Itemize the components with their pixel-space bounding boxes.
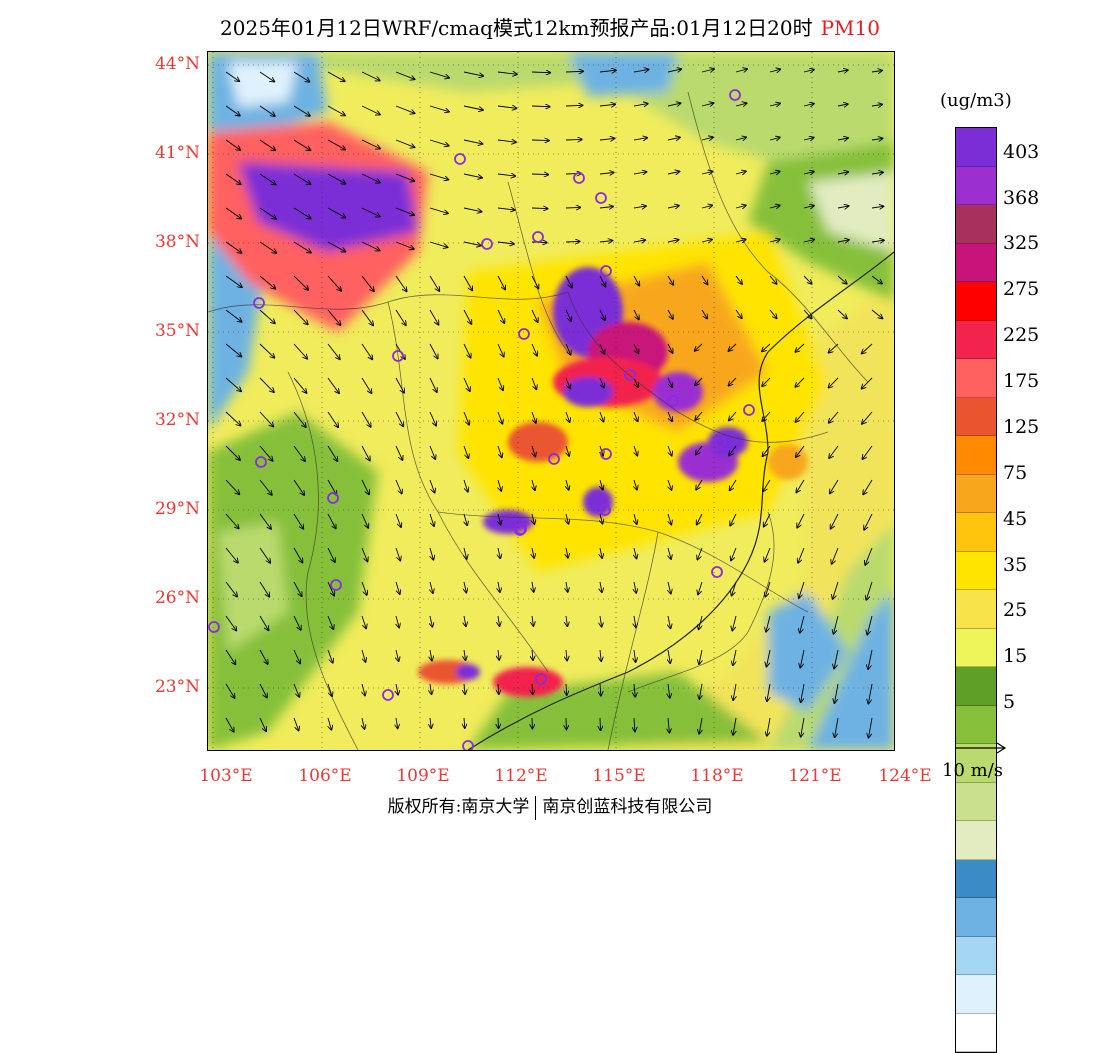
colorbar-unit: (ug/m3): [940, 90, 1012, 111]
credit-separator: [535, 796, 536, 820]
reference-vector-label: 10 m/s: [942, 760, 1003, 781]
wind-arrow: [566, 207, 580, 208]
title-text: 2025年01月12日WRF/cmaq模式12km预报产品:01月12日20时: [220, 16, 813, 40]
colorbar-swatch: [956, 128, 996, 167]
colorbar-label: 368: [1003, 187, 1039, 209]
lat-label-26: 26°N: [138, 588, 200, 608]
colorbar-label: 225: [1003, 324, 1039, 346]
colorbar-swatch: [956, 475, 996, 514]
colorbar-label: 75: [1003, 462, 1027, 484]
lat-label-41: 41°N: [138, 143, 200, 163]
lat-label-38: 38°N: [138, 232, 200, 252]
reference-vector-arrow: [955, 736, 1007, 756]
credit-left: 版权所有:南京大学: [388, 797, 530, 817]
credit-line: 版权所有:南京大学南京创蓝科技有限公司: [0, 792, 1100, 820]
colorbar-label: 275: [1003, 278, 1039, 300]
wind-arrow: [532, 208, 548, 209]
lat-label-35: 35°N: [138, 321, 200, 341]
lon-label-115: 115°E: [592, 766, 645, 786]
colorbar-swatch: [956, 205, 996, 244]
colorbar-swatch: [956, 321, 996, 360]
wind-arrow: [532, 140, 549, 141]
lon-label-121: 121°E: [788, 766, 841, 786]
colorbar-swatch: [956, 629, 996, 668]
colorbar-label: 325: [1003, 232, 1039, 254]
colorbar-swatch: [956, 590, 996, 629]
lon-label-112: 112°E: [494, 766, 547, 786]
lon-label-118: 118°E: [690, 766, 743, 786]
colorbar-swatch: [956, 513, 996, 552]
colorbar-label: 25: [1003, 599, 1027, 621]
wind-arrow: [498, 718, 499, 728]
chart-title: 2025年01月12日WRF/cmaq模式12km预报产品:01月12日20时 P…: [0, 12, 1100, 41]
wind-arrow: [566, 241, 580, 242]
colorbar-swatch: [956, 898, 996, 937]
pollutant-label: PM10: [821, 16, 880, 40]
pm10-field-map[interactable]: [208, 52, 894, 750]
colorbar-swatch: [956, 552, 996, 591]
colorbar-swatch: [956, 436, 996, 475]
wind-arrow: [532, 174, 548, 175]
colorbar: [955, 127, 997, 1053]
lat-label-29: 29°N: [138, 499, 200, 519]
colorbar-swatch: [956, 1014, 996, 1053]
lon-label-106: 106°E: [298, 766, 351, 786]
lon-label-124: 124°E: [878, 766, 931, 786]
colorbar-label: 45: [1003, 508, 1027, 530]
colorbar-swatch: [956, 667, 996, 706]
credit-right: 南京创蓝科技有限公司: [542, 797, 712, 817]
lon-label-109: 109°E: [396, 766, 449, 786]
lat-label-44: 44°N: [138, 54, 200, 74]
colorbar-swatch: [956, 244, 996, 283]
lat-label-32: 32°N: [138, 410, 200, 430]
colorbar-swatch: [956, 398, 996, 437]
colorbar-label: 403: [1003, 141, 1039, 163]
colorbar-swatch: [956, 860, 996, 899]
wind-arrow: [566, 139, 582, 140]
colorbar-swatch: [956, 937, 996, 976]
lat-label-23: 23°N: [138, 677, 200, 697]
colorbar-swatch: [956, 821, 996, 860]
colorbar-swatch: [956, 282, 996, 321]
wind-arrow: [600, 718, 601, 730]
colorbar-swatch: [956, 167, 996, 206]
colorbar-label: 35: [1003, 554, 1027, 576]
map-panel[interactable]: [207, 51, 895, 751]
colorbar-label: 125: [1003, 416, 1039, 438]
colorbar-label: 5: [1003, 691, 1015, 713]
colorbar-swatch: [956, 359, 996, 398]
colorbar-label: 175: [1003, 370, 1039, 392]
lon-label-103: 103°E: [199, 766, 252, 786]
colorbar-label: 15: [1003, 645, 1027, 667]
colorbar-swatch: [956, 975, 996, 1014]
